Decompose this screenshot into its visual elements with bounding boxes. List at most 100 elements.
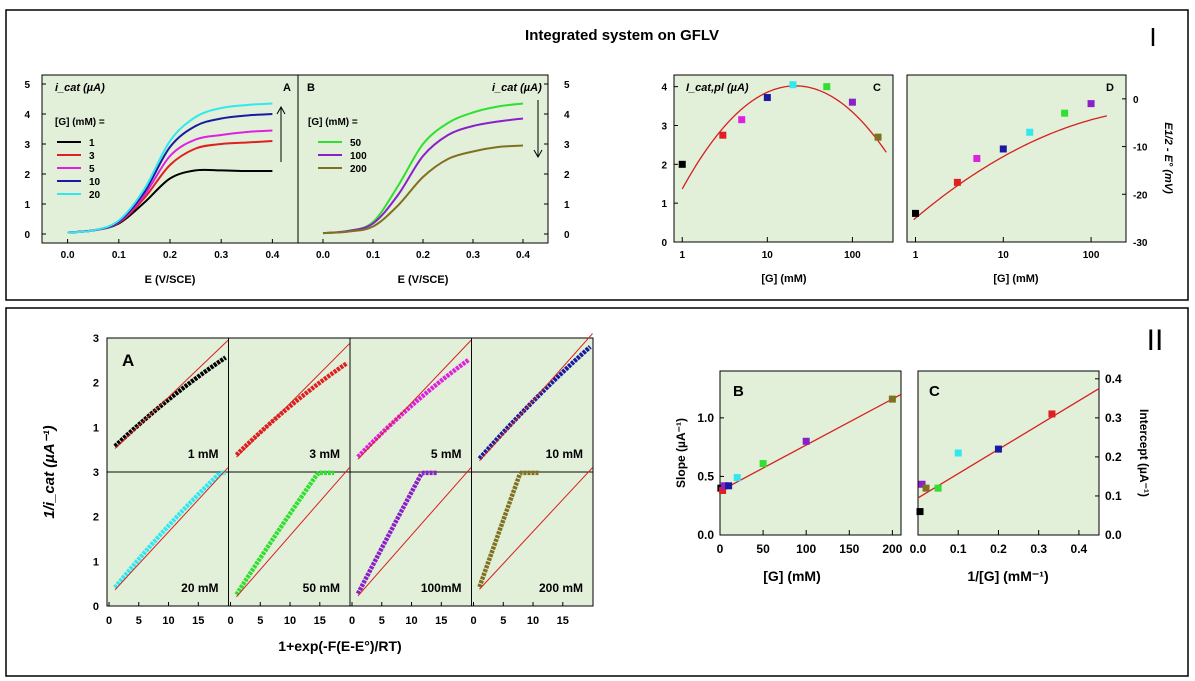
y-tick-label: 3	[93, 467, 99, 479]
x-tick-label: 0.0	[316, 250, 330, 261]
I-B-ylabel: i_cat (µA)	[492, 82, 542, 94]
x-tick-label: 0.1	[950, 542, 967, 556]
y-tick-label: 0	[1133, 95, 1139, 106]
subpanel-label: 5 mM	[431, 447, 462, 461]
x-tick-label: 200	[882, 542, 902, 556]
data-point	[759, 460, 767, 468]
I-C-label: C	[873, 82, 881, 94]
fit-line	[357, 339, 472, 460]
data-point	[1026, 128, 1034, 136]
data-point	[994, 445, 1002, 453]
data-series	[113, 470, 226, 590]
y-tick-label: 1	[93, 556, 99, 568]
y-tick-label: 0.3	[1105, 411, 1122, 425]
I-A-legend-title: [G] (mM) =	[55, 117, 105, 128]
I-C-chart: 1 10 100 0 1 2 3 4	[661, 81, 887, 261]
fit-line	[357, 467, 472, 597]
y-tick-label: 2	[24, 170, 30, 181]
data-point	[916, 508, 924, 516]
x-tick-label: 0	[470, 615, 476, 627]
data-series	[234, 470, 335, 596]
fit-line	[114, 339, 229, 449]
y-tick-label: 2	[93, 378, 99, 390]
subpanel-label: 50 mM	[303, 581, 340, 595]
x-tick-label: 100	[1083, 250, 1100, 261]
y-tick-label: 0	[93, 601, 99, 613]
x-tick-label: 15	[557, 615, 569, 627]
data-series	[113, 355, 227, 448]
I-B-label: B	[307, 82, 315, 94]
y-tick-label: -20	[1133, 190, 1148, 201]
data-point	[802, 437, 810, 445]
II-C-xlabel: 1/[G] (mM⁻¹)	[967, 568, 1048, 584]
series-line-20	[67, 102, 273, 234]
I-B-legend-title: [G] (mM) =	[308, 117, 358, 128]
y-tick-label: 0.5	[697, 469, 714, 483]
y-tick-label: 0.2	[1105, 450, 1122, 464]
y-tick-label: 2	[93, 512, 99, 524]
x-tick-label: 10	[405, 615, 417, 627]
x-tick-label: 0.2	[416, 250, 430, 261]
y-tick-label: 1	[24, 200, 30, 211]
y-tick-label: 4	[661, 83, 667, 94]
data-series	[234, 361, 349, 457]
data-point	[922, 484, 930, 492]
x-tick-label: 0.4	[1071, 542, 1088, 556]
y-tick-label: 2	[564, 170, 570, 181]
x-tick-label: 10	[998, 250, 1010, 261]
x-tick-label: 5	[136, 615, 142, 627]
II-A-label: A	[122, 351, 134, 370]
fit-curve	[681, 85, 887, 190]
panel-II-frame	[5, 307, 1189, 677]
y-tick-label: 0	[661, 238, 667, 249]
data-point	[848, 98, 856, 106]
II-B-ylabel: Slope (µA⁻¹)	[674, 418, 688, 488]
data-point	[738, 116, 746, 124]
I-B-chart: 0.0 0.1 0.2 0.3 0.4 0 1 2 3 4 5 50 100 200	[316, 80, 570, 261]
data-point	[999, 145, 1007, 153]
II-A-ylabel: 1/i_cat (µA⁻¹)	[41, 425, 58, 518]
y-tick-label: 1	[661, 199, 667, 210]
data-point	[953, 178, 961, 186]
y-tick-label: 4	[564, 110, 570, 121]
x-tick-label: 0.3	[214, 250, 228, 261]
y-tick-label: 0.4	[1105, 372, 1122, 386]
x-tick-label: 5	[257, 615, 263, 627]
fit-line	[236, 343, 350, 458]
y-tick-label: 0	[564, 230, 570, 241]
y-tick-label: 3	[93, 333, 99, 345]
subpanel-label: 20 mM	[181, 581, 218, 595]
II-C-ylabel: Intercept (µA⁻¹)	[1137, 409, 1151, 497]
II-C-label: C	[929, 383, 940, 400]
I-D-chart: 1 10 100 0 -10 -20 -30	[912, 95, 1148, 261]
subpanel-label: 1 mM	[188, 447, 219, 461]
I-D-plot-area	[906, 74, 1127, 243]
x-tick-label: 10	[284, 615, 296, 627]
fit-line	[236, 467, 350, 598]
data-point	[954, 449, 962, 457]
data-point	[719, 486, 727, 494]
y-tick-label: 1.0	[697, 411, 714, 425]
II-A-xlabel: 1+exp(-F(E-E°)/RT)	[278, 638, 401, 654]
x-tick-label: 50	[756, 542, 770, 556]
II-B-label: B	[733, 383, 744, 400]
I-B-plot-area	[297, 74, 549, 244]
x-tick-label: 1	[913, 250, 919, 261]
y-tick-label: -30	[1133, 238, 1148, 249]
x-tick-label: 15	[314, 615, 326, 627]
data-point	[720, 482, 728, 490]
I-A-ylabel: i_cat (µA)	[55, 82, 105, 94]
data-point	[733, 474, 741, 482]
subpanel-label: 3 mM	[309, 447, 340, 461]
legend-label-10: 10	[89, 177, 101, 188]
data-series	[356, 357, 471, 459]
fit-line	[917, 388, 1100, 499]
II-B-xlabel: [G] (mM)	[763, 568, 821, 584]
data-point	[725, 482, 733, 490]
I-A-xlabel: E (V/SCE)	[145, 274, 196, 286]
y-tick-label: 5	[24, 80, 30, 91]
x-tick-label: 100	[796, 542, 816, 556]
data-point	[912, 209, 920, 217]
data-point	[918, 480, 926, 488]
